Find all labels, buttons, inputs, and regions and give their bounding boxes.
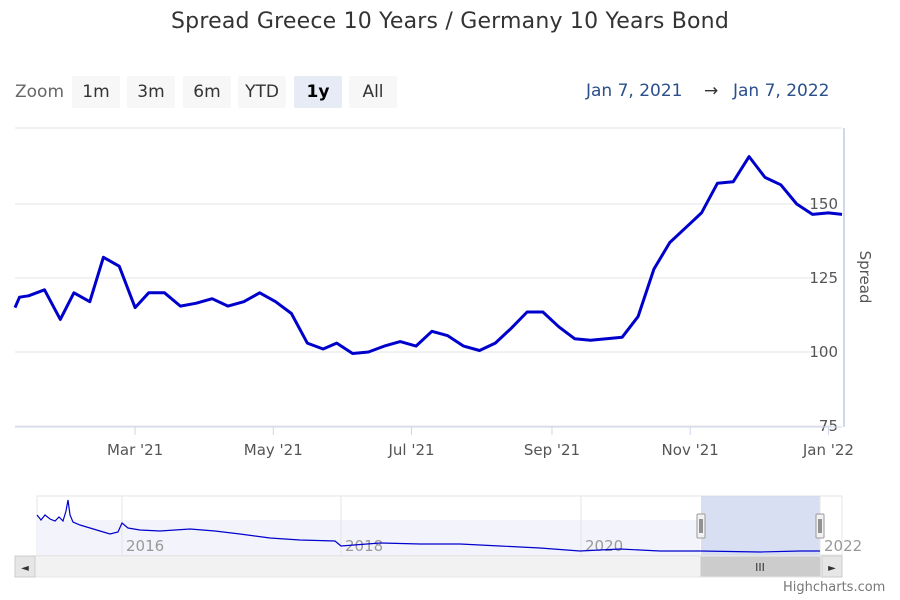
y-tick-label: 125 (809, 269, 838, 287)
zoom-all-button[interactable]: All (349, 76, 397, 108)
navigator-year-label: 2020 (585, 537, 623, 555)
y-tick-label: 150 (809, 195, 838, 213)
navigator[interactable]: 2016 2018 2020 2022 (36, 495, 862, 556)
grid-layer (15, 127, 845, 427)
scrollbar-thumb (700, 556, 821, 577)
x-tick-label: Mar '21 (107, 441, 163, 459)
x-tick-label: Jan '22 (802, 441, 854, 459)
navigator-year-label: 2022 (824, 537, 862, 555)
scroll-left-arrow-icon: ◄ (21, 563, 29, 574)
scrollbar-grip: III (755, 561, 765, 574)
zoom-label: Zoom (15, 82, 65, 102)
navigator-area (37, 520, 700, 555)
scroll-left-button (14, 555, 36, 578)
navigator-selected-range (701, 496, 820, 555)
series-line (13, 155, 843, 355)
range-from-date[interactable]: Jan 7, 2021 (586, 81, 683, 101)
x-tick-label: May '21 (244, 441, 303, 459)
range-arrow: → (704, 81, 719, 101)
scroll-right-arrow-icon: ► (828, 563, 836, 574)
navigator-right-handle (815, 513, 825, 539)
zoom-ytd-button[interactable]: YTD (238, 76, 286, 108)
x-tick-label: Jul '21 (387, 441, 434, 459)
x-tick-label: Sep '21 (524, 441, 580, 459)
chart-title: Spread Greece 10 Years / Germany 10 Year… (171, 9, 729, 34)
navigator-year-label: 2018 (345, 537, 383, 555)
zoom-6m-button[interactable]: 6m (183, 76, 231, 108)
y-tick-label: 75 (819, 417, 838, 435)
zoom-1y-button[interactable]: 1y (294, 76, 342, 108)
navigator-left-handle (696, 513, 706, 539)
zoom-3m-button[interactable]: 3m (127, 76, 175, 108)
y-axis-title: Spread (856, 251, 874, 304)
navigator-series-line (36, 499, 820, 553)
x-tick-label: Nov '21 (662, 441, 719, 459)
y-tick-label: 100 (809, 343, 838, 361)
navigator-year-label: 2016 (126, 537, 164, 555)
axis-layer: 75 100 125 150 Mar '21 May '21 Jul '21 Sep '21 N… (15, 195, 874, 459)
scrollbar[interactable]: ◄ ► III (14, 555, 843, 578)
credits-link[interactable]: Highcharts.com (783, 580, 886, 595)
range-to-date[interactable]: Jan 7, 2022 (733, 81, 830, 101)
zoom-1m-button[interactable]: 1m (72, 76, 120, 108)
scroll-right-button (821, 555, 843, 578)
